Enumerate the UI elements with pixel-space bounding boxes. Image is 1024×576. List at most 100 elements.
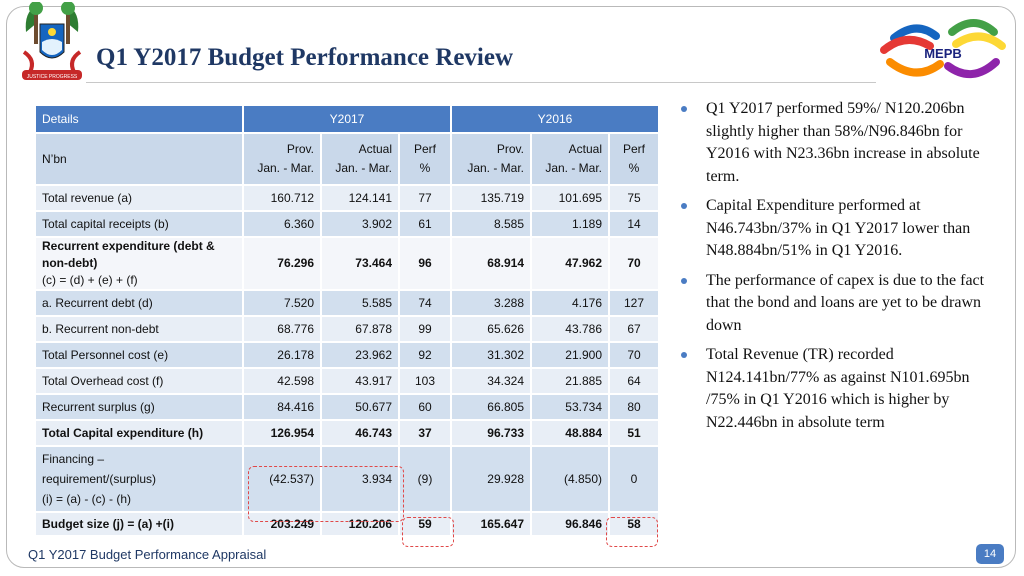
table-row: Budget size (j) = (a) +(i) 203.249 120.2… bbox=[34, 511, 660, 537]
cell-prov-2017: 76.296 bbox=[242, 236, 322, 291]
cell-actual-2017: 3.934 bbox=[320, 445, 400, 513]
cell-perf-2017: 60 bbox=[398, 393, 452, 421]
cell-prov-2017: 7.520 bbox=[242, 289, 322, 317]
mepb-logo-icon: MEPB bbox=[880, 19, 1006, 78]
cell-prov-2017: 160.712 bbox=[242, 184, 322, 212]
cell-prov-2016: 8.585 bbox=[450, 210, 532, 238]
cell-perf-2017: (9) bbox=[398, 445, 452, 513]
cell-prov-2016: 3.288 bbox=[450, 289, 532, 317]
cell-actual-2017: 46.743 bbox=[320, 419, 400, 447]
cell-actual-2017: 43.917 bbox=[320, 367, 400, 395]
cell-perf-2017: 92 bbox=[398, 341, 452, 369]
header-y2016: Y2016 bbox=[450, 104, 660, 134]
table-row: Total Personnel cost (e) 26.178 23.962 9… bbox=[34, 341, 660, 369]
bullet-dot-icon bbox=[681, 203, 687, 209]
row-label: Total Overhead cost (f) bbox=[34, 367, 244, 395]
cell-perf-2017: 61 bbox=[398, 210, 452, 238]
title-divider bbox=[86, 82, 876, 83]
cell-actual-2016: 53.734 bbox=[530, 393, 610, 421]
cell-perf-2016: 75 bbox=[608, 184, 660, 212]
cell-actual-2017: 23.962 bbox=[320, 341, 400, 369]
cell-perf-2016: 51 bbox=[608, 419, 660, 447]
cell-prov-2017: 84.416 bbox=[242, 393, 322, 421]
cell-prov-2016: 135.719 bbox=[450, 184, 532, 212]
cell-perf-2016: 64 bbox=[608, 367, 660, 395]
highlight-financing-2017 bbox=[248, 466, 404, 522]
row-label: Total revenue (a) bbox=[34, 184, 244, 212]
cell-perf-2016: 67 bbox=[608, 315, 660, 343]
cell-prov-2016: 96.733 bbox=[450, 419, 532, 447]
bullet-dot-icon bbox=[681, 352, 687, 358]
cell-perf-2017: 99 bbox=[398, 315, 452, 343]
row-label: Total capital receipts (b) bbox=[34, 210, 244, 238]
coat-of-arms-icon: JUSTICE PROGRESS bbox=[22, 2, 82, 80]
highlight-perf-2016 bbox=[606, 517, 658, 547]
cell-prov-2017: 42.598 bbox=[242, 367, 322, 395]
cell-perf-2016: 0 bbox=[608, 445, 660, 513]
cell-prov-2017: 68.776 bbox=[242, 315, 322, 343]
table-row: Total Capital expenditure (h) 126.954 46… bbox=[34, 419, 660, 447]
table-row: Recurrent surplus (g) 84.416 50.677 60 6… bbox=[34, 393, 660, 421]
table-row: b. Recurrent non-debt 68.776 67.878 99 6… bbox=[34, 315, 660, 343]
table-header-row: Details Y2017 Y2016 bbox=[34, 104, 660, 134]
coat-motto: JUSTICE PROGRESS bbox=[27, 74, 78, 80]
bullet-dot-icon bbox=[681, 106, 687, 112]
page-number: 14 bbox=[976, 544, 1004, 564]
row-label: Recurrent surplus (g) bbox=[34, 393, 244, 421]
table-row: a. Recurrent debt (d) 7.520 5.585 74 3.2… bbox=[34, 289, 660, 317]
cell-perf-2017: 59 bbox=[398, 511, 452, 537]
sub-prov-2016: Prov. Jan. - Mar. bbox=[450, 132, 532, 186]
cell-perf-2016: 127 bbox=[608, 289, 660, 317]
bullet-item: Q1 Y2017 performed 59%/ N120.206bn sligh… bbox=[680, 98, 1000, 188]
cell-actual-2016: 96.846 bbox=[530, 511, 610, 537]
row-label: Total Personnel cost (e) bbox=[34, 341, 244, 369]
cell-perf-2016: 80 bbox=[608, 393, 660, 421]
cell-actual-2017: 5.585 bbox=[320, 289, 400, 317]
cell-prov-2016: 29.928 bbox=[450, 445, 532, 513]
footer-text: Q1 Y2017 Budget Performance Appraisal bbox=[28, 547, 267, 562]
cell-prov-2017: (42.537) bbox=[242, 445, 322, 513]
cell-perf-2016: 14 bbox=[608, 210, 660, 238]
cell-perf-2017: 77 bbox=[398, 184, 452, 212]
cell-actual-2017: 67.878 bbox=[320, 315, 400, 343]
cell-prov-2016: 34.324 bbox=[450, 367, 532, 395]
row-label: Recurrent expenditure (debt & non-debt) (c… bbox=[34, 236, 244, 291]
bullet-dot-icon bbox=[681, 277, 687, 284]
cell-prov-2016: 165.647 bbox=[450, 511, 532, 537]
sub-perf-2016: Perf% bbox=[608, 132, 660, 186]
unit-label: N’bn bbox=[34, 132, 244, 186]
cell-perf-2016: 70 bbox=[608, 236, 660, 291]
header-details: Details bbox=[34, 104, 244, 134]
sub-actual-2016: Actual Jan. - Mar. bbox=[530, 132, 610, 186]
cell-perf-2016: 58 bbox=[608, 511, 660, 537]
table-subheader-row: N’bn Prov. Jan. - Mar. Actual Jan. - Mar. … bbox=[34, 132, 660, 186]
cell-prov-2016: 31.302 bbox=[450, 341, 532, 369]
cell-prov-2017: 26.178 bbox=[242, 341, 322, 369]
cell-actual-2017: 120.206 bbox=[320, 511, 400, 537]
cell-perf-2017: 74 bbox=[398, 289, 452, 317]
slide-title: Q1 Y2017 Budget Performance Review bbox=[96, 44, 514, 71]
cell-actual-2016: 1.189 bbox=[530, 210, 610, 238]
sub-perf-2017: Perf% bbox=[398, 132, 452, 186]
table-row: Total capital receipts (b) 6.360 3.902 6… bbox=[34, 210, 660, 238]
cell-prov-2017: 126.954 bbox=[242, 419, 322, 447]
table-row: Recurrent expenditure (debt & non-debt) (c… bbox=[34, 236, 660, 291]
table-row: Total Overhead cost (f) 42.598 43.917 10… bbox=[34, 367, 660, 395]
cell-actual-2017: 3.902 bbox=[320, 210, 400, 238]
cell-perf-2017: 37 bbox=[398, 419, 452, 447]
cell-prov-2016: 68.914 bbox=[450, 236, 532, 291]
table-row: Total revenue (a) 160.712 124.141 77 135… bbox=[34, 184, 660, 212]
cell-actual-2016: 21.900 bbox=[530, 341, 610, 369]
cell-actual-2017: 124.141 bbox=[320, 184, 400, 212]
header-y2017: Y2017 bbox=[242, 104, 452, 134]
cell-perf-2016: 70 bbox=[608, 341, 660, 369]
cell-prov-2016: 65.626 bbox=[450, 315, 532, 343]
cell-prov-2016: 66.805 bbox=[450, 393, 532, 421]
table-row: Financing – requirement/(surplus) (i) = (a… bbox=[34, 445, 660, 513]
cell-actual-2016: 101.695 bbox=[530, 184, 610, 212]
cell-actual-2016: 21.885 bbox=[530, 367, 610, 395]
bullet-item: The performance of capex is due to the f… bbox=[680, 270, 1000, 338]
cell-actual-2016: 4.176 bbox=[530, 289, 610, 317]
cell-perf-2017: 103 bbox=[398, 367, 452, 395]
logo-text: MEPB bbox=[924, 46, 962, 61]
